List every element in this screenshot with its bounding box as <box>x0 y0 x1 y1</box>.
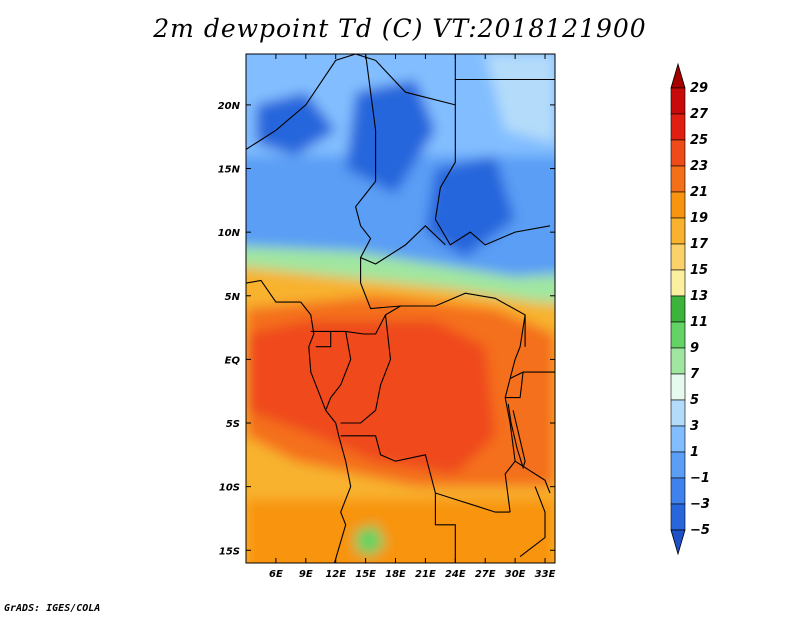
colorbar-label: 21 <box>690 185 708 200</box>
lon-tick-label: 33E <box>535 569 556 580</box>
lat-tick-label: 5S <box>226 419 240 430</box>
colorbar-label: 11 <box>690 315 708 330</box>
border-line <box>354 54 377 284</box>
colorbar: 29 27 25 23 21 19 17 15 13 11 9 7 5 3 1 −1 −3 −5 <box>670 62 710 556</box>
border-line <box>300 301 337 424</box>
colorbar-box <box>670 425 686 453</box>
field-cold-core-west <box>256 92 336 156</box>
field-south-band <box>246 499 555 563</box>
colorbar-box <box>670 191 686 219</box>
border-line <box>505 372 524 399</box>
field-hot-core <box>246 321 496 474</box>
colorbar-label: 19 <box>690 211 708 226</box>
colorbar-label: 29 <box>690 81 708 96</box>
country-borders <box>246 54 555 563</box>
colorbar-box <box>670 113 686 141</box>
colorbar-box <box>670 477 686 505</box>
lon-tick-label: 21E <box>415 569 436 580</box>
colorbar-label: 15 <box>690 263 708 278</box>
colorbar-label: 25 <box>690 133 708 148</box>
border-line <box>434 493 456 563</box>
dewpoint-field <box>246 54 555 563</box>
lat-tick-label: 15N <box>218 165 241 176</box>
lat-tick-label: 10S <box>219 483 240 494</box>
colorbar-box <box>670 165 686 193</box>
colorbar-label: 1 <box>690 445 699 460</box>
colorbar-box <box>670 87 686 115</box>
border-line <box>363 305 401 335</box>
border-line <box>333 422 352 563</box>
colorbar-box <box>670 373 686 401</box>
colorbar-label: 9 <box>690 341 699 356</box>
lon-tick-label: 15E <box>355 569 376 580</box>
field-northeast-light <box>485 54 555 144</box>
colorbar-box <box>670 243 686 271</box>
colorbar-label: 23 <box>690 159 708 174</box>
colorbar-box <box>670 295 686 323</box>
grads-credit: GrADS: IGES/COLA <box>4 603 101 614</box>
border-line <box>325 331 352 411</box>
lon-tick-label: 12E <box>325 569 346 580</box>
colorbar-label: 17 <box>690 237 709 252</box>
border-line <box>340 314 392 424</box>
border-line <box>315 331 332 348</box>
border-line <box>375 60 456 220</box>
colorbar-box <box>670 139 686 167</box>
colorbar-label: 5 <box>690 393 699 408</box>
lake-outline <box>507 403 526 470</box>
colorbar-box <box>670 347 686 375</box>
field-angola-green <box>355 524 386 557</box>
lon-tick-label: 24E <box>445 569 466 580</box>
lon-tick-label: 6E <box>269 569 283 580</box>
colorbar-label: −1 <box>690 471 710 486</box>
colorbar-label: 13 <box>690 289 708 304</box>
colorbar-label: 7 <box>690 367 700 382</box>
border-line <box>340 435 511 513</box>
border-line <box>246 279 301 303</box>
lon-tick-label: 30E <box>505 569 526 580</box>
lat-tick-label: EQ <box>225 355 241 366</box>
colorbar-box <box>670 217 686 245</box>
lat-tick-label: 10N <box>218 228 241 239</box>
colorbar-box <box>670 451 686 479</box>
colorbar-label: 27 <box>690 107 709 122</box>
colorbar-box <box>670 321 686 349</box>
border-line <box>434 219 551 246</box>
colorbar-arrow-bottom <box>670 529 686 556</box>
colorbar-arrow-top <box>670 62 686 89</box>
colorbar-box <box>670 503 686 531</box>
lon-tick-label: 27E <box>475 569 496 580</box>
border-line <box>360 225 446 265</box>
lake-outline <box>554 486 555 492</box>
colorbar-label: −5 <box>690 523 710 538</box>
map-axes: 6E 9E 12E 15E 18E 21E 24E 27E 30E 33E 20N 15N 10N 5N E… <box>218 54 556 580</box>
lat-tick-label: 20N <box>218 101 241 112</box>
colorbar-label: −3 <box>690 497 710 512</box>
lat-tick-label: 15S <box>219 546 240 557</box>
border-line <box>514 460 551 494</box>
border-line <box>310 330 364 335</box>
map-title: 2m dewpoint Td (C) VT:2018121900 <box>153 14 647 43</box>
colorbar-label: 3 <box>690 419 699 434</box>
lon-tick-label: 9E <box>299 569 313 580</box>
colorbar-box <box>670 269 686 297</box>
map-frame <box>245 53 556 564</box>
field-cold-core-east <box>425 155 516 258</box>
border-line <box>519 486 546 558</box>
lon-tick-label: 18E <box>385 569 406 580</box>
border-line <box>246 54 376 150</box>
colorbar-box <box>670 399 686 427</box>
field-cold-core-central <box>345 79 436 194</box>
lat-tick-label: 5N <box>225 292 241 303</box>
border-line <box>360 282 526 347</box>
